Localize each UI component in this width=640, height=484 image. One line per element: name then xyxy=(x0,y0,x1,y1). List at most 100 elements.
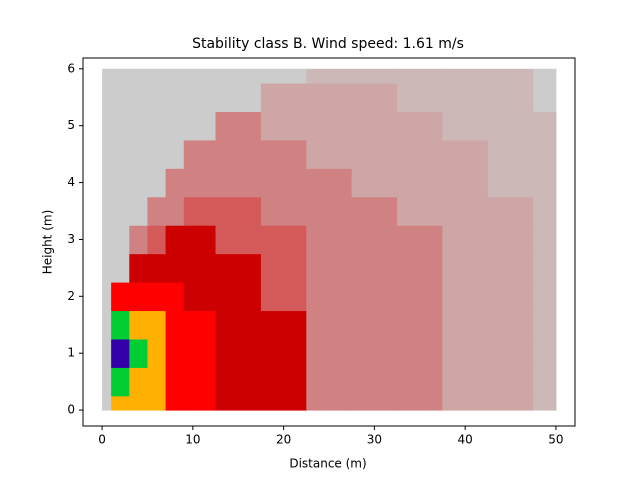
heat-cell xyxy=(306,253,353,283)
chart-title: Stability class B. Wind speed: 1.61 m/s xyxy=(192,36,464,52)
heat-cell xyxy=(111,253,130,283)
heat-cell xyxy=(260,83,307,112)
heat-cell xyxy=(111,111,130,141)
heat-cell xyxy=(129,83,148,112)
heat-cell xyxy=(487,196,534,226)
heat-cell xyxy=(165,225,185,255)
heat-cell xyxy=(260,225,307,255)
y-tick-label: 3 xyxy=(67,232,75,246)
heat-cell xyxy=(442,338,489,368)
heat-cell xyxy=(260,367,307,397)
heat-cell xyxy=(487,68,534,84)
heat-cell xyxy=(533,139,557,169)
y-tick-label: 6 xyxy=(67,61,75,75)
x-tick-label: 40 xyxy=(458,433,473,447)
heat-cell xyxy=(147,367,167,397)
heat-cell xyxy=(147,225,167,255)
heat-cell xyxy=(183,168,217,198)
heat-cell xyxy=(147,310,167,340)
heat-cell xyxy=(351,225,398,255)
heat-cell xyxy=(306,338,353,368)
heat-cell xyxy=(533,68,557,84)
heat-cell xyxy=(442,111,489,141)
heat-cell xyxy=(397,83,443,112)
heat-cell xyxy=(129,68,148,84)
heat-cell xyxy=(351,168,398,198)
x-tick-label: 0 xyxy=(98,433,106,447)
heat-cell xyxy=(533,367,557,397)
heat-cell xyxy=(102,338,112,368)
heat-cell xyxy=(102,83,112,112)
heat-cell xyxy=(111,367,130,397)
heat-cell xyxy=(442,282,489,312)
heat-cell xyxy=(111,68,130,84)
heat-cell xyxy=(397,139,443,169)
heat-cell xyxy=(165,367,185,397)
heat-cell xyxy=(260,282,307,312)
heat-cell xyxy=(111,225,130,255)
heat-cell xyxy=(306,395,353,411)
heat-cell xyxy=(165,196,185,226)
heat-cell xyxy=(147,68,167,84)
heat-cell xyxy=(102,253,112,283)
heat-cell xyxy=(129,338,148,368)
heat-cell xyxy=(397,168,443,198)
heat-cell xyxy=(442,168,489,198)
x-tick-label: 30 xyxy=(367,433,382,447)
heat-cell xyxy=(183,68,217,84)
heat-cell xyxy=(102,168,112,198)
heat-cell xyxy=(183,310,217,340)
heat-cell xyxy=(397,111,443,141)
heat-cell xyxy=(183,253,217,283)
heat-cell xyxy=(111,310,130,340)
heat-cell xyxy=(165,310,185,340)
heat-cell xyxy=(215,367,262,397)
heat-cell xyxy=(351,367,398,397)
heat-cell xyxy=(306,139,353,169)
heat-cell xyxy=(487,83,534,112)
heat-cell xyxy=(442,83,489,112)
heat-cell xyxy=(487,168,534,198)
heat-cell xyxy=(102,111,112,141)
heat-cell xyxy=(129,282,148,312)
heat-cell xyxy=(442,196,489,226)
heat-cell xyxy=(215,225,262,255)
heat-cell xyxy=(487,367,534,397)
heat-cell xyxy=(351,282,398,312)
heat-cell xyxy=(351,196,398,226)
heat-cell xyxy=(306,168,353,198)
x-tick-label: 50 xyxy=(548,433,563,447)
heat-cell xyxy=(102,282,112,312)
heat-cell xyxy=(306,196,353,226)
heat-cell xyxy=(147,253,167,283)
heat-cell xyxy=(397,68,443,84)
heat-cell xyxy=(260,139,307,169)
heat-cell xyxy=(129,111,148,141)
heat-cell xyxy=(215,338,262,368)
heat-cell xyxy=(397,395,443,411)
heat-cell xyxy=(215,139,262,169)
heat-cell xyxy=(306,111,353,141)
heat-cell xyxy=(533,338,557,368)
y-tick-label: 0 xyxy=(67,403,75,417)
heat-cell xyxy=(306,282,353,312)
heat-cell xyxy=(111,83,130,112)
heat-cell xyxy=(397,196,443,226)
y-tick-label: 4 xyxy=(67,175,75,189)
x-tick-label: 20 xyxy=(276,433,291,447)
heat-cell xyxy=(215,253,262,283)
heat-cell xyxy=(102,395,112,411)
heat-cell xyxy=(102,139,112,169)
heat-cell xyxy=(165,111,185,141)
heat-cell xyxy=(129,168,148,198)
heat-cell xyxy=(215,68,262,84)
heat-cell xyxy=(165,168,185,198)
heat-cell xyxy=(147,139,167,169)
heat-cell xyxy=(533,111,557,141)
heat-cell xyxy=(533,310,557,340)
heat-cell xyxy=(533,83,557,112)
heat-cell xyxy=(397,338,443,368)
heat-cell xyxy=(183,395,217,411)
heat-cell xyxy=(351,253,398,283)
heat-cell xyxy=(260,338,307,368)
